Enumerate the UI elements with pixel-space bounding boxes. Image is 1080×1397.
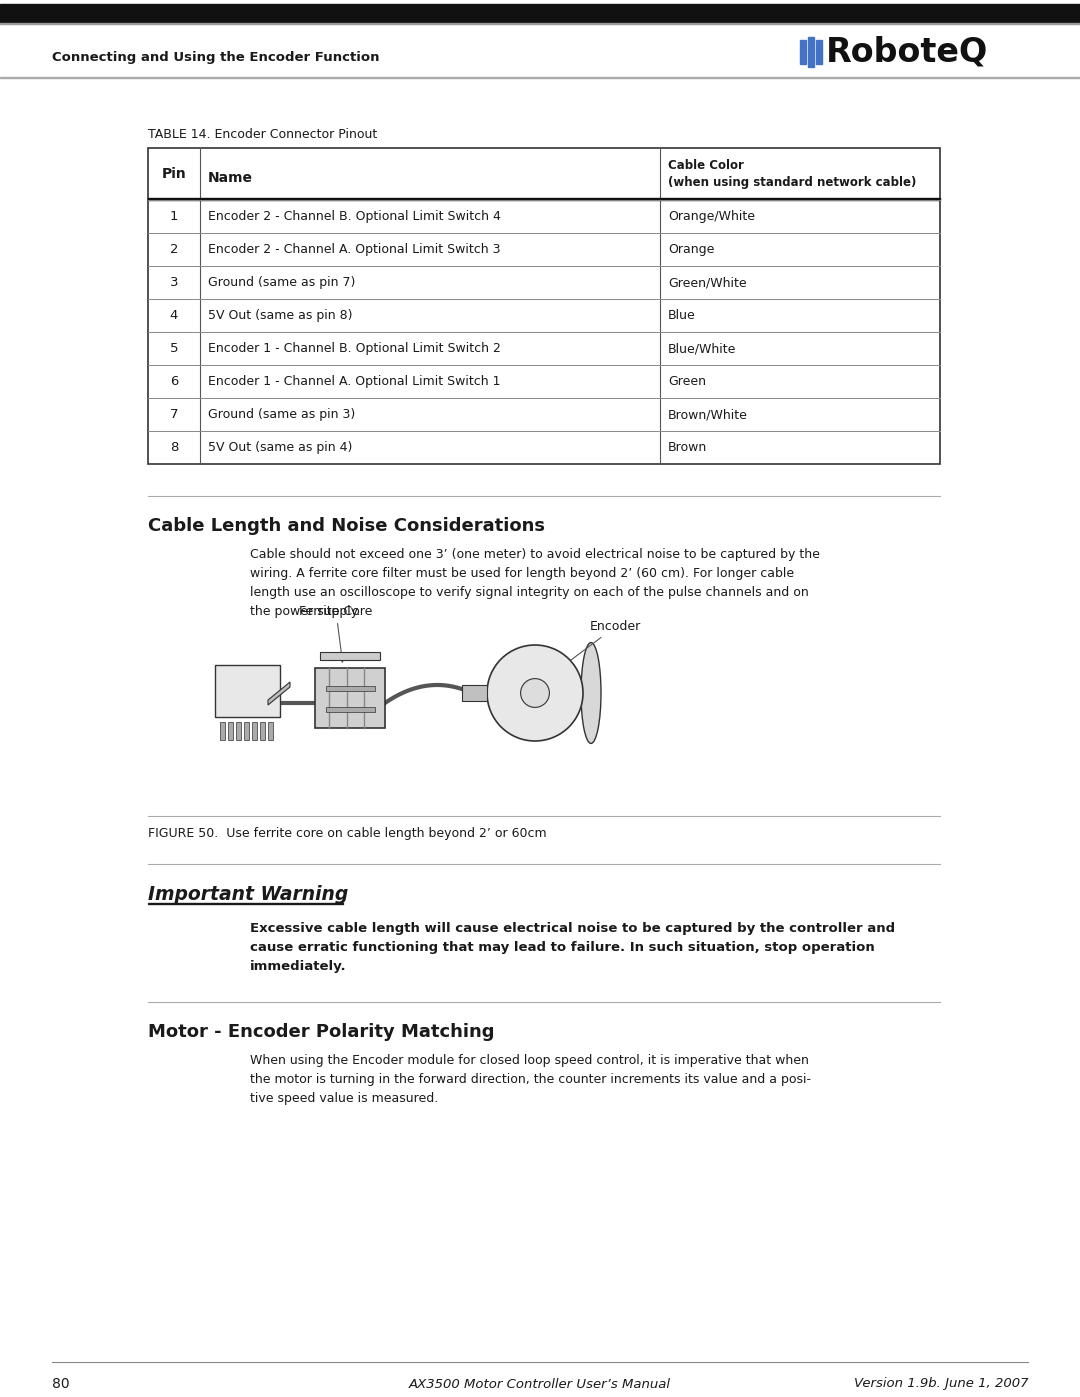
Text: When using the Encoder module for closed loop speed control, it is imperative th: When using the Encoder module for closed… [249,1053,811,1105]
Text: Connecting and Using the Encoder Function: Connecting and Using the Encoder Functio… [52,52,379,64]
Text: Green: Green [669,374,706,388]
Text: Version 1.9b. June 1, 2007: Version 1.9b. June 1, 2007 [853,1377,1028,1390]
Text: 4: 4 [170,309,178,321]
Text: Green/White: Green/White [669,277,746,289]
Text: Pin: Pin [162,168,187,182]
Bar [228,722,233,740]
Bar [260,722,265,740]
Text: Motor - Encoder Polarity Matching: Motor - Encoder Polarity Matching [148,1023,495,1041]
Text: Encoder 2 - Channel A. Optional Limit Switch 3: Encoder 2 - Channel A. Optional Limit Sw… [208,243,500,256]
Text: Name: Name [208,170,253,184]
Text: 8: 8 [170,441,178,454]
Text: Ground (same as pin 7): Ground (same as pin 7) [208,277,355,289]
Text: 5V Out (same as pin 8): 5V Out (same as pin 8) [208,309,352,321]
Bar [220,722,225,740]
Bar [325,686,375,692]
Text: Blue/White: Blue/White [669,342,737,355]
Bar [808,36,814,67]
Ellipse shape [581,643,600,743]
Text: Brown/White: Brown/White [669,408,747,420]
Text: Important Warning: Important Warning [148,884,348,904]
Text: 7: 7 [170,408,178,420]
Bar [244,722,249,740]
Text: 5V Out (same as pin 4): 5V Out (same as pin 4) [208,441,352,454]
Bar [0,4,1080,22]
Text: RoboteQ: RoboteQ [826,35,988,68]
Bar [148,197,940,200]
Text: 1: 1 [170,210,178,224]
Bar [462,685,487,701]
Ellipse shape [487,645,583,740]
Text: Ground (same as pin 3): Ground (same as pin 3) [208,408,355,420]
Bar [320,652,380,659]
Bar [268,722,273,740]
Text: 3: 3 [170,277,178,289]
Text: TABLE 14. Encoder Connector Pinout: TABLE 14. Encoder Connector Pinout [148,127,377,141]
Bar [252,722,257,740]
Text: Cable Color
(when using standard network cable): Cable Color (when using standard network… [669,159,916,189]
Ellipse shape [521,679,550,707]
Text: 5: 5 [170,342,178,355]
Bar [800,41,806,64]
Bar [215,665,280,717]
Bar [816,41,822,64]
Text: AX3500 Motor Controller User’s Manual: AX3500 Motor Controller User’s Manual [409,1377,671,1390]
Text: FIGURE 50.  Use ferrite core on cable length beyond 2’ or 60cm: FIGURE 50. Use ferrite core on cable len… [148,827,546,841]
Text: Encoder: Encoder [563,620,642,666]
Text: Ferrite Core: Ferrite Core [299,605,373,662]
Text: Encoder 1 - Channel B. Optional Limit Switch 2: Encoder 1 - Channel B. Optional Limit Sw… [208,342,501,355]
Text: 80: 80 [52,1377,69,1391]
Text: Orange: Orange [669,243,714,256]
Text: Cable Length and Noise Considerations: Cable Length and Noise Considerations [148,517,545,535]
Text: Excessive cable length will cause electrical noise to be captured by the control: Excessive cable length will cause electr… [249,922,895,972]
Text: Cable should not exceed one 3’ (one meter) to avoid electrical noise to be captu: Cable should not exceed one 3’ (one mete… [249,548,820,617]
Bar [315,668,384,728]
Text: Encoder 2 - Channel B. Optional Limit Switch 4: Encoder 2 - Channel B. Optional Limit Sw… [208,210,501,224]
Text: Blue: Blue [669,309,696,321]
Text: Brown: Brown [669,441,707,454]
Polygon shape [268,682,291,705]
Bar [237,722,241,740]
Text: 2: 2 [170,243,178,256]
Bar [148,902,343,904]
Text: Orange/White: Orange/White [669,210,755,224]
Bar [325,707,375,712]
Text: 6: 6 [170,374,178,388]
Bar [148,148,940,464]
Text: Encoder 1 - Channel A. Optional Limit Switch 1: Encoder 1 - Channel A. Optional Limit Sw… [208,374,500,388]
